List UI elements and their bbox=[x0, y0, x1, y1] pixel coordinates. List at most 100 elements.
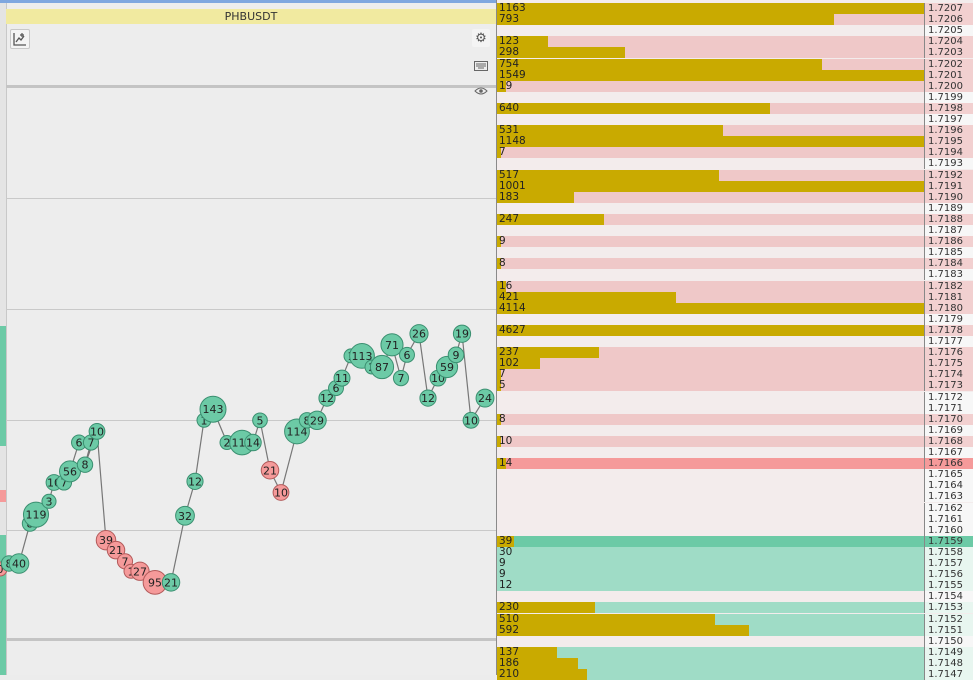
order-book-row[interactable]: 1163 1.7207 bbox=[497, 2, 973, 15]
trade-bubble[interactable]: 12 bbox=[186, 472, 204, 490]
order-book-row[interactable]: 1.7167 bbox=[497, 447, 973, 459]
order-book-row[interactable]: 4627 1.7178 bbox=[497, 324, 973, 336]
trade-bubble[interactable]: 29 bbox=[307, 410, 327, 431]
order-book-row[interactable]: 1.7165 bbox=[497, 469, 973, 481]
trade-bubble-label: 32 bbox=[178, 510, 192, 523]
order-book-row[interactable]: 1.7161 bbox=[497, 513, 973, 525]
keyboard-icon[interactable] bbox=[472, 57, 490, 75]
order-qty: 186 bbox=[499, 656, 520, 669]
order-book-row[interactable]: 16 1.7182 bbox=[497, 280, 973, 292]
order-book-row[interactable]: 531 1.7196 bbox=[497, 124, 973, 137]
order-book-row[interactable]: 1.7162 bbox=[497, 502, 973, 514]
order-book-row[interactable]: 5 1.7173 bbox=[497, 379, 973, 392]
order-book-row[interactable]: 8 1.7184 bbox=[497, 257, 973, 270]
trade-bubble[interactable]: 87 bbox=[369, 354, 395, 380]
order-book-row[interactable]: 7 1.7194 bbox=[497, 146, 973, 159]
order-book-row[interactable]: 1.7150 bbox=[497, 635, 973, 647]
order-book-row[interactable]: 1.7164 bbox=[497, 480, 973, 492]
order-book-row[interactable]: 1.7205 bbox=[497, 25, 973, 37]
order-book-row[interactable]: 1.7185 bbox=[497, 247, 973, 259]
chart-add-icon[interactable] bbox=[10, 29, 30, 49]
trade-bubble[interactable]: 21 bbox=[260, 461, 280, 480]
order-book-row[interactable]: 1.7154 bbox=[497, 591, 973, 603]
order-book-row[interactable]: 1.7189 bbox=[497, 202, 973, 214]
order-book-row[interactable]: 793 1.7206 bbox=[497, 13, 973, 26]
trade-bubble[interactable]: 24 bbox=[475, 388, 495, 408]
order-book-row[interactable]: 1.7169 bbox=[497, 424, 973, 436]
eye-icon[interactable] bbox=[472, 82, 490, 100]
order-book-row[interactable]: 9 1.7186 bbox=[497, 235, 973, 248]
order-book-row[interactable]: 137 1.7149 bbox=[497, 646, 973, 658]
trade-bubble[interactable]: 11 bbox=[333, 369, 351, 387]
order-book-row[interactable]: 102 1.7175 bbox=[497, 357, 973, 370]
trade-bubble[interactable]: 14 bbox=[244, 433, 262, 452]
order-qty: 1549 bbox=[499, 68, 526, 81]
order-book-row[interactable]: 8 1.7170 bbox=[497, 413, 973, 425]
trade-bubble[interactable]: 143 bbox=[199, 395, 227, 423]
order-book-row[interactable]: 1148 1.7195 bbox=[497, 135, 973, 148]
order-book-row[interactable]: 592 1.7151 bbox=[497, 624, 973, 636]
order-book-row[interactable]: 1.7193 bbox=[497, 158, 973, 170]
order-book-row[interactable]: 230 1.7153 bbox=[497, 601, 973, 614]
order-book-row[interactable]: 1001 1.7191 bbox=[497, 180, 973, 192]
trade-bubble[interactable]: 119 bbox=[22, 501, 50, 528]
order-book-row[interactable]: 10 1.7168 bbox=[497, 435, 973, 447]
trade-bubble[interactable]: 26 bbox=[409, 324, 429, 344]
trade-bubble[interactable]: 10 bbox=[272, 484, 290, 501]
order-book-row[interactable]: 1.7197 bbox=[497, 114, 973, 126]
trade-bubble[interactable]: 21 bbox=[106, 540, 126, 560]
trade-bubble[interactable]: 19 bbox=[452, 324, 472, 343]
trade-bubble[interactable]: 10 bbox=[88, 423, 106, 440]
order-book-row[interactable]: 510 1.7152 bbox=[497, 613, 973, 625]
trade-bubble[interactable]: 5 bbox=[252, 412, 268, 429]
order-qty: 1148 bbox=[499, 135, 526, 148]
order-book-row[interactable]: 1.7177 bbox=[497, 336, 973, 348]
trade-bubble[interactable]: 9 bbox=[447, 346, 465, 364]
order-book-row[interactable]: 1.7187 bbox=[497, 225, 973, 237]
order-book-row[interactable]: 1.7171 bbox=[497, 402, 973, 414]
trade-bubble-circle bbox=[307, 410, 327, 431]
order-book-row[interactable]: 1.7179 bbox=[497, 313, 973, 325]
trade-bubble[interactable]: 12 bbox=[419, 389, 437, 407]
order-book-row[interactable]: 1.7172 bbox=[497, 391, 973, 403]
order-book-row[interactable]: 7 1.7174 bbox=[497, 368, 973, 381]
order-book-row[interactable]: 1.7183 bbox=[497, 269, 973, 281]
row-background bbox=[497, 191, 924, 203]
trade-bubble[interactable]: 71 bbox=[380, 333, 404, 357]
order-book-row[interactable]: 237 1.7176 bbox=[497, 346, 973, 359]
order-book-row[interactable]: 247 1.7188 bbox=[497, 213, 973, 225]
trade-bubble[interactable]: 32 bbox=[175, 505, 195, 526]
order-book-row[interactable]: 9 1.7156 bbox=[497, 568, 973, 581]
trade-bubble[interactable]: 40 bbox=[8, 553, 30, 574]
order-book-row[interactable]: 19 1.7200 bbox=[497, 80, 973, 92]
order-book-row[interactable]: 12 1.7155 bbox=[497, 579, 973, 592]
trade-bubble-label: 7 bbox=[88, 437, 95, 450]
order-book-row[interactable]: 9 1.7157 bbox=[497, 557, 973, 570]
order-book-row[interactable]: 298 1.7203 bbox=[497, 46, 973, 59]
trade-bubble[interactable]: 21 bbox=[161, 573, 181, 592]
gear-icon[interactable]: ⚙ bbox=[472, 29, 490, 47]
order-book-row[interactable]: 1549 1.7201 bbox=[497, 68, 973, 81]
order-book-row[interactable]: 1.7199 bbox=[497, 91, 973, 103]
trade-bubble[interactable]: 3 bbox=[41, 493, 57, 509]
order-book-row[interactable]: 30 1.7158 bbox=[497, 546, 973, 558]
order-book-row[interactable]: 754 1.7202 bbox=[497, 58, 973, 70]
trade-bubble[interactable]: 6 bbox=[399, 346, 415, 363]
order-book-row[interactable]: 186 1.7148 bbox=[497, 656, 973, 669]
order-book-dom[interactable]: 1163 1.7207 793 1.7206 1.7205 123 1.7204 298 1.7… bbox=[496, 0, 973, 680]
volume-bar bbox=[497, 69, 924, 81]
trade-bubble-chart[interactable]: 0840811931075667810392171279521321211432… bbox=[0, 0, 496, 675]
trade-bubble[interactable]: 8 bbox=[76, 456, 94, 473]
trade-bubble[interactable]: 10 bbox=[462, 411, 480, 429]
order-book-row[interactable]: 517 1.7192 bbox=[497, 169, 973, 181]
order-book-row[interactable]: 421 1.7181 bbox=[497, 291, 973, 303]
order-book-row[interactable]: 4114 1.7180 bbox=[497, 302, 973, 314]
order-book-row[interactable]: 640 1.7198 bbox=[497, 102, 973, 114]
trade-bubble[interactable]: 7 bbox=[392, 370, 410, 387]
order-book-row[interactable]: 14 1.7166 bbox=[497, 457, 973, 470]
order-book-row[interactable]: 123 1.7204 bbox=[497, 35, 973, 48]
order-book-row[interactable]: 1.7160 bbox=[497, 524, 973, 536]
order-book-row[interactable]: 1.7163 bbox=[497, 491, 973, 503]
order-book-row[interactable]: 39 1.7159 bbox=[497, 535, 973, 547]
order-book-row[interactable]: 183 1.7190 bbox=[497, 191, 973, 203]
